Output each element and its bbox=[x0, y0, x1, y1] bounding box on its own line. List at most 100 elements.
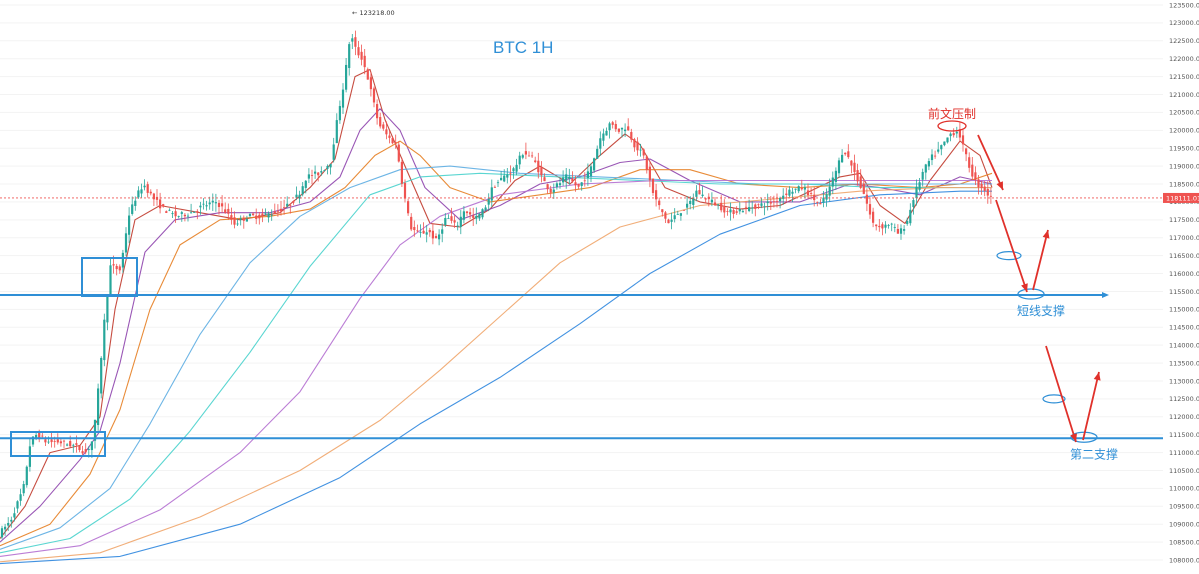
projection-arrows bbox=[977, 134, 1101, 443]
candle-body bbox=[13, 513, 16, 518]
candle-body bbox=[531, 155, 534, 157]
chart-title: BTC 1H bbox=[493, 38, 553, 57]
candle-body bbox=[791, 191, 794, 194]
candle-body bbox=[912, 200, 915, 208]
candle-body bbox=[741, 211, 744, 213]
candle-body bbox=[481, 209, 484, 218]
candle-body bbox=[713, 202, 717, 206]
candle-body bbox=[242, 218, 245, 221]
candle-body bbox=[552, 189, 555, 193]
candle-body bbox=[627, 126, 630, 131]
candle-body bbox=[478, 213, 481, 219]
candle-body bbox=[961, 135, 965, 145]
candle-body bbox=[896, 228, 899, 234]
candle-body bbox=[546, 184, 549, 190]
candle-body bbox=[583, 180, 586, 182]
candle-body bbox=[326, 166, 329, 169]
candle-body bbox=[853, 162, 856, 173]
candle-body bbox=[955, 131, 958, 134]
candle-body bbox=[903, 229, 906, 231]
candle-body bbox=[754, 204, 757, 209]
candle-body bbox=[701, 194, 704, 196]
candle-body bbox=[785, 193, 788, 195]
candle-body bbox=[137, 190, 140, 198]
consolidation-boxes bbox=[10, 257, 138, 457]
y-tick-label: 108500.00 bbox=[1169, 538, 1199, 546]
second-rebound-arrow-head bbox=[1093, 372, 1101, 381]
candle-body bbox=[366, 69, 369, 80]
candle-body bbox=[779, 197, 782, 202]
candle-body bbox=[81, 451, 84, 454]
candle-body bbox=[35, 434, 38, 439]
candle-body bbox=[190, 212, 193, 214]
candle-body bbox=[425, 232, 428, 235]
candle-body bbox=[50, 439, 53, 443]
candle-body bbox=[930, 154, 934, 161]
candle-body bbox=[757, 204, 760, 206]
candle-body bbox=[562, 177, 565, 183]
candle-body bbox=[431, 230, 434, 239]
y-tick-label: 112000.00 bbox=[1169, 413, 1199, 421]
candle-body bbox=[515, 164, 518, 172]
candle-body bbox=[447, 218, 450, 219]
drop-to-second-support-arrow bbox=[1045, 345, 1077, 443]
candle-body bbox=[143, 185, 146, 188]
candle-body bbox=[391, 137, 394, 144]
candle-body bbox=[782, 195, 785, 199]
candle-body bbox=[31, 436, 35, 445]
candle-body bbox=[416, 230, 419, 232]
candle-body bbox=[977, 179, 980, 188]
candle-body bbox=[320, 171, 323, 173]
candle-body bbox=[664, 212, 667, 219]
candle-body bbox=[255, 215, 258, 220]
candle-body bbox=[686, 203, 689, 208]
candle-body bbox=[400, 161, 403, 184]
candle-body bbox=[927, 161, 930, 167]
candle-body bbox=[918, 182, 921, 190]
candle-body bbox=[270, 214, 273, 216]
candle-body bbox=[221, 203, 224, 207]
candle-body bbox=[155, 196, 159, 200]
candle-body bbox=[379, 117, 382, 127]
candlesticks bbox=[0, 30, 992, 540]
candle-body bbox=[537, 160, 540, 173]
candle-body bbox=[307, 174, 310, 179]
candle-body bbox=[124, 233, 128, 253]
candle-body bbox=[543, 177, 546, 182]
candle-body bbox=[168, 209, 171, 211]
candle-body bbox=[62, 440, 66, 442]
candle-body bbox=[131, 204, 134, 214]
candle-body bbox=[645, 156, 648, 171]
candle-body bbox=[639, 149, 642, 151]
candle-body bbox=[484, 207, 487, 211]
candle-body bbox=[717, 204, 720, 206]
candle-body bbox=[549, 188, 552, 193]
candle-body bbox=[636, 141, 639, 151]
candle-body bbox=[810, 193, 813, 194]
candle-body bbox=[376, 104, 379, 119]
candle-body bbox=[205, 205, 208, 207]
candle-body bbox=[217, 202, 221, 208]
y-tick-label: 109000.00 bbox=[1169, 520, 1199, 528]
candle-body bbox=[682, 209, 686, 211]
moving-average-line bbox=[0, 179, 992, 557]
candle-body bbox=[410, 216, 413, 230]
candle-body bbox=[512, 168, 515, 172]
y-tick-label: 112500.00 bbox=[1169, 395, 1199, 403]
candle-body bbox=[441, 229, 444, 234]
candle-body bbox=[732, 210, 735, 215]
candle-body bbox=[66, 444, 69, 446]
candle-body bbox=[794, 188, 797, 190]
candle-body bbox=[159, 199, 162, 209]
candle-body bbox=[620, 127, 624, 130]
candle-body bbox=[989, 195, 992, 197]
candle-body bbox=[723, 206, 726, 213]
candle-body bbox=[186, 215, 190, 217]
candle-body bbox=[596, 148, 599, 159]
candle-body bbox=[540, 167, 543, 176]
candle-body bbox=[577, 183, 580, 187]
y-tick-label: 119000.00 bbox=[1169, 162, 1199, 170]
candle-body bbox=[239, 218, 242, 220]
candle-body bbox=[679, 213, 682, 216]
